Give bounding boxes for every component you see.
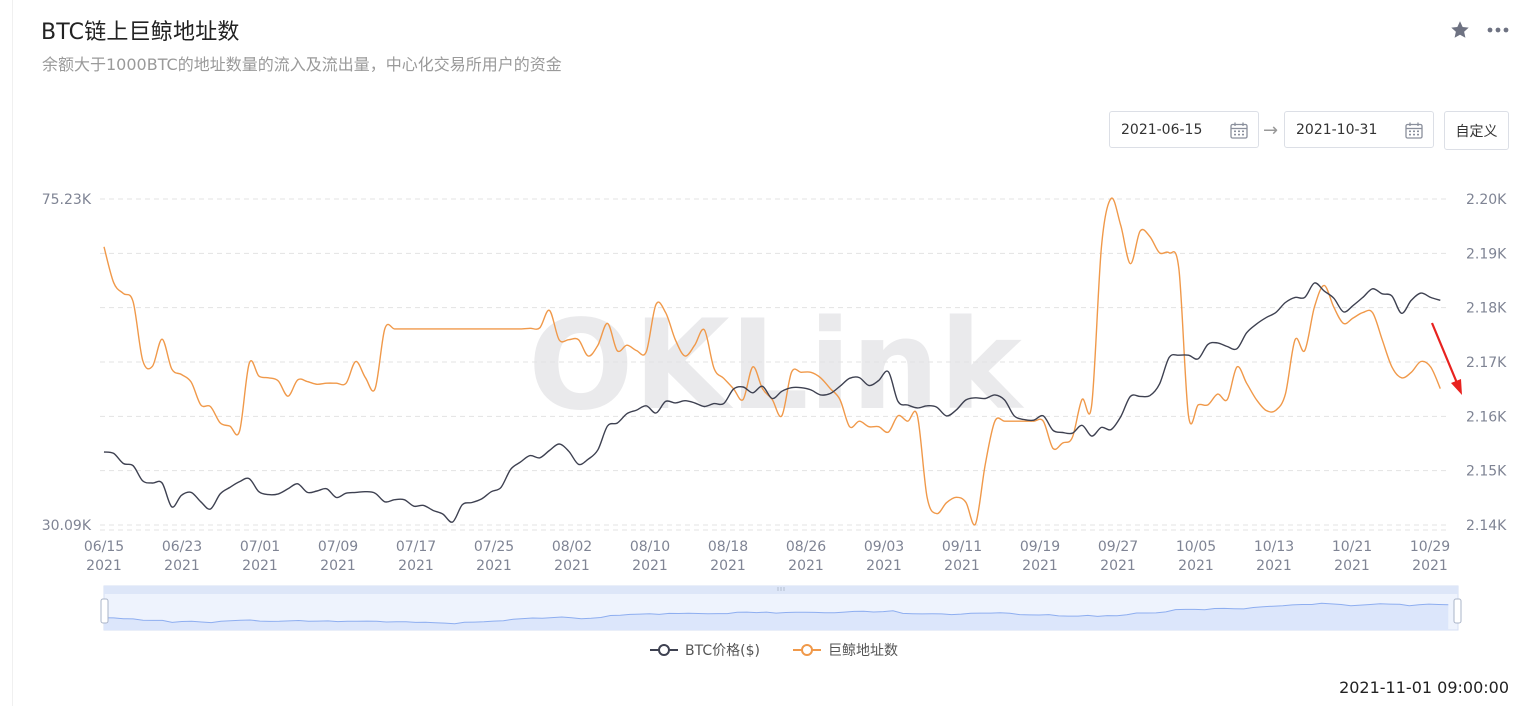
right-axis-tick-label: 2.16K xyxy=(1466,409,1507,425)
x-axis-tick-label: 07/09 xyxy=(318,539,358,555)
x-axis-tick-label: 09/11 xyxy=(942,539,982,555)
x-axis-tick-label: 10/29 xyxy=(1410,539,1450,555)
x-axis-tick-label: 10/05 xyxy=(1176,539,1216,555)
x-axis-tick-label: 09/27 xyxy=(1098,539,1138,555)
right-axis-tick-label: 2.19K xyxy=(1466,246,1507,262)
legend-label-whale-count: 巨鲸地址数 xyxy=(828,643,898,659)
legend-marker-btc-price xyxy=(658,644,670,656)
right-axis-tick-label: 2.17K xyxy=(1466,355,1507,371)
start-date-value: 2021-06-15 xyxy=(1121,121,1203,138)
x-axis-tick-label: 09/03 xyxy=(864,539,904,555)
right-axis-tick-label: 2.20K xyxy=(1466,192,1507,208)
calendar-icon xyxy=(1230,122,1248,143)
x-axis-tick-year: 2021 xyxy=(1256,558,1292,574)
left-border xyxy=(12,0,13,706)
right-axis-tick-label: 2.15K xyxy=(1466,464,1507,480)
header-actions xyxy=(1448,18,1510,42)
annotation-arrow-shaft xyxy=(1430,322,1459,384)
x-axis-tick-label: 06/15 xyxy=(84,539,124,555)
x-axis-tick-year: 2021 xyxy=(866,558,902,574)
x-axis-tick-year: 2021 xyxy=(710,558,746,574)
page-title: BTC链上巨鲸地址数 xyxy=(41,20,240,45)
x-axis-tick-label: 08/26 xyxy=(786,539,826,555)
x-axis-tick-year: 2021 xyxy=(554,558,590,574)
end-date-value: 2021-10-31 xyxy=(1296,121,1378,138)
start-date-input[interactable]: 2021-06-15 xyxy=(1109,111,1259,148)
x-axis-tick-year: 2021 xyxy=(242,558,278,574)
zoom-slider-track xyxy=(103,585,1459,631)
x-axis-tick-year: 2021 xyxy=(86,558,122,574)
right-axis-tick-label: 2.14K xyxy=(1466,518,1507,534)
star-icon[interactable] xyxy=(1448,18,1472,42)
x-axis-tick-label: 09/19 xyxy=(1020,539,1060,555)
end-date-input[interactable]: 2021-10-31 xyxy=(1284,111,1434,148)
x-axis-tick-year: 2021 xyxy=(1022,558,1058,574)
zoom-slider-area xyxy=(104,603,1449,630)
x-axis-tick-year: 2021 xyxy=(164,558,200,574)
update-timestamp: 2021-11-01 09:00:00 xyxy=(1339,678,1509,697)
x-axis-tick-year: 2021 xyxy=(1412,558,1448,574)
date-range-arrow: → xyxy=(1263,120,1279,141)
x-axis-tick-label: 10/21 xyxy=(1332,539,1372,555)
custom-range-button[interactable]: 自定义 xyxy=(1444,111,1509,150)
page-subtitle: 余额大于1000BTC的地址数量的流入及流出量，中心化交易所用户的资金 xyxy=(42,55,562,74)
left-axis-tick-label: 30.09K xyxy=(42,518,92,534)
x-axis-tick-year: 2021 xyxy=(788,558,824,574)
series-line-btc-price xyxy=(103,282,1441,523)
calendar-icon xyxy=(1405,122,1423,143)
x-axis-tick-label: 08/10 xyxy=(630,539,670,555)
x-axis-tick-year: 2021 xyxy=(1178,558,1214,574)
zoom-handle-left xyxy=(100,598,109,624)
watermark: OKLink xyxy=(528,294,1024,438)
x-axis-tick-year: 2021 xyxy=(398,558,434,574)
x-axis-tick-year: 2021 xyxy=(320,558,356,574)
annotation-arrow-head xyxy=(1451,379,1462,395)
x-axis-tick-label: 06/23 xyxy=(162,539,202,555)
x-axis-tick-label: 10/13 xyxy=(1254,539,1294,555)
legend-label-btc-price: BTC价格($) xyxy=(685,643,760,659)
x-axis-tick-year: 2021 xyxy=(476,558,512,574)
zoom-handle-right xyxy=(1453,598,1462,624)
zoom-slider-line xyxy=(103,602,1449,625)
more-icon[interactable] xyxy=(1486,18,1510,42)
x-axis-tick-label: 08/02 xyxy=(552,539,592,555)
x-axis-tick-label: 07/01 xyxy=(240,539,280,555)
x-axis-tick-year: 2021 xyxy=(1334,558,1370,574)
legend-marker-whale-count xyxy=(801,644,813,656)
series-line-whale-count xyxy=(103,197,1441,526)
x-axis-tick-label: 08/18 xyxy=(708,539,748,555)
x-axis-tick-label: 07/25 xyxy=(474,539,514,555)
right-axis-tick-label: 2.18K xyxy=(1466,301,1507,317)
x-axis-tick-label: 07/17 xyxy=(396,539,436,555)
zoom-slider-top-bar xyxy=(104,586,1458,594)
left-axis-tick-label: 75.23K xyxy=(42,192,92,208)
x-axis-tick-year: 2021 xyxy=(944,558,980,574)
x-axis-tick-year: 2021 xyxy=(632,558,668,574)
x-axis-tick-year: 2021 xyxy=(1100,558,1136,574)
